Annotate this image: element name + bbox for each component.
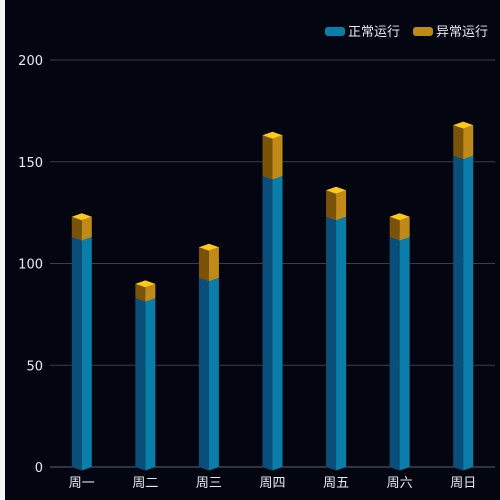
- bar-left-face: [71, 216, 82, 241]
- x-tick-label: 周一: [69, 476, 95, 491]
- y-axis-ticks: 0 50 100 150 200: [18, 54, 43, 476]
- bar-right-face: [81, 237, 92, 471]
- bar-chart: 0 50 100 150 200 周一 周二 周三 周四 周五 周六 周日 正常运行 异常运行: [18, 25, 495, 491]
- bar-top-face: [135, 280, 156, 288]
- bar-left-face: [135, 298, 146, 471]
- bar-right-face: [145, 298, 156, 471]
- bar-right-face: [336, 216, 347, 471]
- bar-left-face: [198, 247, 209, 282]
- bar-segment-abnormal[interactable]: [71, 213, 92, 241]
- bar-right-face: [272, 175, 283, 471]
- bar-right-face: [399, 216, 410, 241]
- bar-top-face: [326, 186, 347, 194]
- bar-segment-normal[interactable]: [453, 152, 474, 471]
- bar-right-face: [336, 190, 347, 221]
- legend-label: 正常运行: [348, 25, 400, 40]
- legend-item-normal[interactable]: 正常运行: [325, 25, 400, 40]
- chart-container: 0 50 100 150 200 周一 周二 周三 周四 周五 周六 周日 正常运行 异常运行: [5, 0, 500, 500]
- x-axis-ticks: 周一 周二 周三 周四 周五 周六 周日: [69, 476, 476, 491]
- legend-label: 异常运行: [436, 25, 488, 40]
- bar-segment-abnormal[interactable]: [135, 280, 156, 302]
- bar-segment-abnormal[interactable]: [453, 121, 474, 160]
- bar-top-face: [71, 213, 92, 221]
- y-tick-label: 0: [35, 461, 43, 476]
- bar-top-face: [198, 243, 219, 251]
- bar-top-face: [453, 121, 474, 129]
- bar-right-face: [463, 125, 474, 160]
- bar-segment-abnormal[interactable]: [262, 131, 283, 180]
- bar-top-face: [262, 131, 283, 139]
- bar-left-face: [389, 216, 400, 241]
- legend-swatch: [325, 27, 345, 36]
- bar-left-face: [389, 237, 400, 471]
- bar-left-face: [453, 125, 464, 160]
- legend[interactable]: 正常运行 异常运行: [325, 25, 488, 40]
- bar-left-face: [326, 216, 337, 471]
- bar-segment-normal[interactable]: [326, 213, 347, 471]
- bar-segment-normal[interactable]: [71, 233, 92, 471]
- bar-right-face: [81, 216, 92, 241]
- x-tick-label: 周日: [450, 476, 476, 491]
- bar-segment-abnormal[interactable]: [198, 243, 219, 282]
- bar-right-face: [272, 135, 283, 180]
- bar-right-face: [208, 277, 219, 471]
- legend-item-abnormal[interactable]: 异常运行: [413, 25, 488, 40]
- bar-left-face: [71, 237, 82, 471]
- y-tick-label: 100: [18, 258, 43, 273]
- x-tick-label: 周四: [259, 476, 285, 491]
- bar-right-face: [463, 155, 474, 471]
- bar-left-face: [262, 175, 273, 471]
- x-tick-label: 周二: [132, 476, 158, 491]
- bar-segment-abnormal[interactable]: [326, 186, 347, 221]
- bar-segment-abnormal[interactable]: [389, 213, 410, 241]
- bar-left-face: [453, 155, 464, 471]
- x-tick-label: 周三: [196, 476, 222, 491]
- y-tick-label: 50: [26, 359, 43, 374]
- bar-segment-normal[interactable]: [262, 172, 283, 471]
- bar-left-face: [326, 190, 337, 221]
- bar-left-face: [198, 277, 209, 471]
- bar-segment-normal[interactable]: [389, 233, 410, 471]
- bar-top-face: [389, 213, 410, 221]
- bars: [71, 121, 474, 471]
- bar-left-face: [262, 135, 273, 180]
- y-tick-label: 200: [18, 54, 43, 69]
- bar-right-face: [208, 247, 219, 282]
- bar-segment-normal[interactable]: [198, 274, 219, 471]
- bar-right-face: [399, 237, 410, 471]
- x-tick-label: 周六: [387, 476, 413, 491]
- bar-segment-normal[interactable]: [135, 294, 156, 471]
- y-tick-label: 150: [18, 156, 43, 171]
- bar-right-face: [145, 283, 156, 302]
- legend-swatch: [413, 27, 433, 36]
- x-tick-label: 周五: [323, 476, 349, 491]
- bar-left-face: [135, 283, 146, 302]
